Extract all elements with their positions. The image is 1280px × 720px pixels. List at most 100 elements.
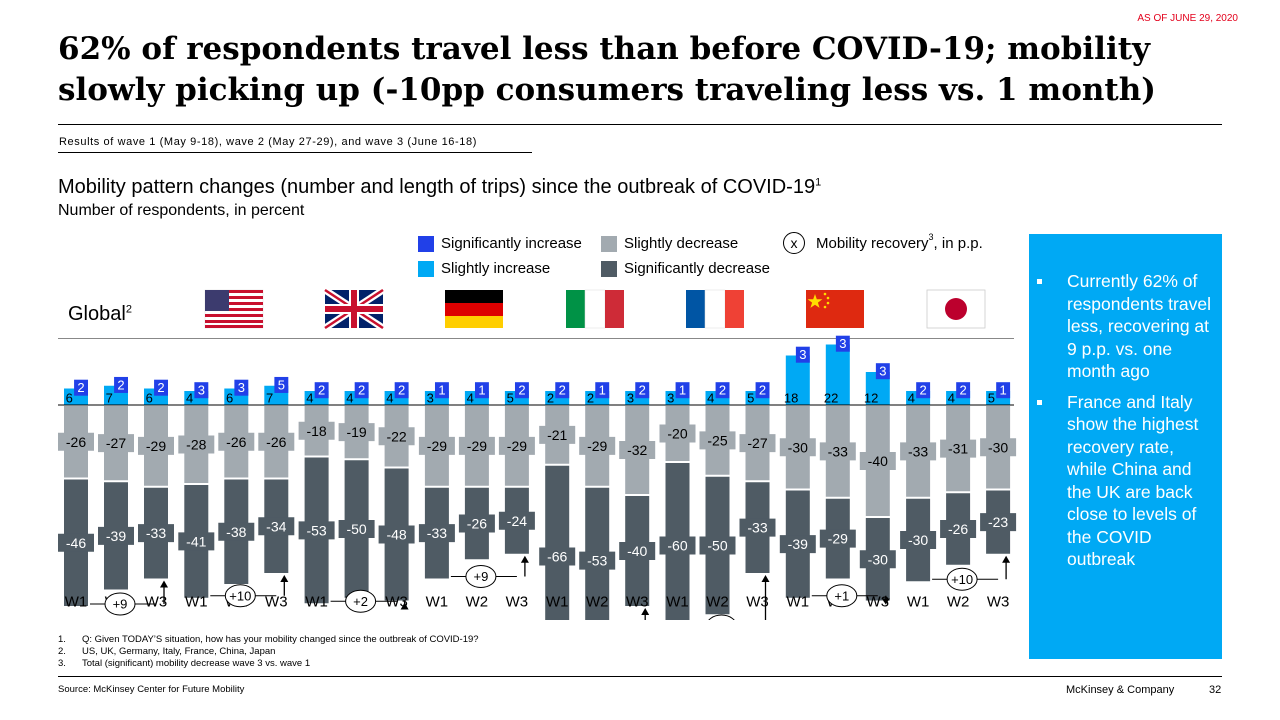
footnote-number: 3. — [58, 658, 66, 669]
value-label-significantly-decrease: -38 — [226, 524, 246, 540]
bar-significantly-increase — [755, 382, 770, 399]
value-label-slightly-decrease: -21 — [547, 427, 567, 443]
value-label-significantly-increase: 2 — [358, 383, 365, 398]
value-label-bg — [138, 524, 174, 543]
value-label-slightly-increase: 5 — [747, 391, 754, 406]
value-label-significantly-increase: 5 — [278, 377, 285, 392]
recovery-circle — [465, 565, 497, 588]
value-label-bg — [418, 524, 455, 543]
value-label-significantly-increase: 2 — [719, 383, 726, 398]
value-label-significantly-decrease: -66 — [547, 549, 567, 565]
recovery-circle — [708, 614, 735, 620]
value-label-slightly-decrease: -26 — [66, 434, 86, 450]
value-label-significantly-decrease: -48 — [386, 527, 406, 543]
value-label-slightly-decrease: -26 — [266, 434, 286, 450]
value-label-significantly-decrease: -50 — [707, 538, 727, 554]
arrow-up-icon — [641, 608, 650, 615]
value-label-slightly-decrease: -30 — [988, 439, 1008, 455]
value-label-slightly-increase: 6 — [146, 391, 153, 406]
value-label-slightly-decrease: -40 — [868, 453, 888, 469]
value-label-bg — [539, 547, 576, 566]
value-label-slightly-decrease: -28 — [186, 437, 206, 453]
value-label-significantly-increase: 2 — [157, 380, 164, 395]
bar-significantly-increase — [234, 379, 249, 396]
value-label-bg — [779, 535, 816, 554]
value-label-slightly-decrease: -22 — [386, 428, 406, 444]
flags-divider — [58, 338, 1014, 339]
value-label-bg — [338, 520, 375, 538]
value-label-bg — [900, 442, 937, 461]
category-label: W2 — [947, 594, 970, 611]
chart-title-text: Mobility pattern changes (number and len… — [58, 176, 816, 198]
value-label-significantly-decrease: -34 — [266, 518, 286, 534]
value-label-bg — [579, 551, 616, 570]
value-label-bg — [298, 521, 335, 540]
value-label-slightly-decrease: -33 — [828, 443, 848, 459]
bullet-icon — [1037, 399, 1042, 405]
value-label-bg — [619, 542, 656, 560]
value-label-slightly-increase: 5 — [988, 391, 995, 406]
category-label: W1 — [305, 594, 328, 611]
value-label-bg — [579, 436, 616, 455]
value-label-slightly-increase: 4 — [467, 391, 474, 406]
value-label-slightly-increase: 4 — [306, 391, 313, 406]
value-label-significantly-decrease: -39 — [106, 528, 126, 544]
legend-recovery-suffix: , in p.p. — [933, 234, 983, 252]
value-label-significantly-decrease: -24 — [507, 513, 527, 529]
legend-slightly-increase: Slightly increase — [418, 260, 550, 277]
value-label-bg — [659, 424, 696, 443]
legend-mobility-recovery: x Mobility recovery 3, in p.p. — [783, 232, 983, 254]
value-label-bg — [218, 432, 255, 451]
bar-significantly-increase — [996, 382, 1011, 399]
value-label-slightly-increase: 5 — [507, 391, 514, 406]
value-label-bg — [819, 442, 856, 461]
bar-significantly-increase — [274, 376, 289, 393]
recovery-circle — [104, 592, 136, 616]
bar-significantly-increase — [474, 382, 489, 399]
value-label-bg — [458, 436, 495, 455]
value-label-bg — [940, 439, 977, 458]
france-flag-icon — [686, 289, 744, 329]
value-label-bg — [739, 434, 776, 453]
value-label-bg — [900, 531, 937, 549]
value-label-significantly-increase: 3 — [799, 347, 806, 362]
value-label-significantly-increase: 1 — [1000, 383, 1007, 398]
bar-slightly-increase — [785, 355, 810, 405]
value-label-significantly-increase: 3 — [198, 383, 205, 398]
value-label-significantly-increase: 2 — [759, 383, 766, 398]
value-label-slightly-decrease: -33 — [908, 443, 928, 459]
value-label-bg — [859, 452, 896, 470]
value-label-significantly-increase: 2 — [559, 383, 566, 398]
arrow-up-icon — [280, 575, 289, 582]
value-label-significantly-increase: 2 — [117, 377, 124, 392]
value-label-slightly-increase: 6 — [66, 391, 73, 406]
key-insights-panel: Currently 62% of respondents travel less… — [1029, 234, 1222, 659]
value-label-bg — [699, 431, 736, 450]
category-label: W2 — [706, 594, 729, 611]
value-label-bg — [58, 432, 94, 451]
value-label-slightly-decrease: -29 — [146, 438, 166, 454]
recovery-label: +10 — [229, 588, 251, 603]
category-label: W3 — [626, 594, 649, 611]
value-label-bg — [539, 425, 576, 444]
value-label-slightly-increase: 4 — [948, 391, 955, 406]
italy-flag-icon — [566, 289, 624, 329]
value-label-slightly-decrease: -27 — [747, 435, 767, 451]
legend-significantly-decrease: Significantly decrease — [601, 260, 770, 277]
value-label-significantly-increase: 2 — [518, 383, 525, 398]
value-label-slightly-increase: 2 — [587, 391, 594, 406]
bar-significantly-increase — [795, 346, 810, 363]
page-number: 32 — [1209, 684, 1222, 696]
legend-label-significantly-decrease: Significantly decrease — [624, 260, 770, 277]
value-label-slightly-increase: 6 — [226, 391, 233, 406]
bar-significantly-increase — [715, 382, 730, 399]
footnote: 3. Total (significant) mobility decrease … — [58, 658, 479, 670]
value-label-slightly-increase: 4 — [346, 391, 353, 406]
bar-significantly-decrease — [545, 465, 570, 620]
legend-recovery-footnote-ref: 3 — [928, 232, 934, 242]
value-label-bg — [458, 514, 495, 533]
value-label-bg — [98, 434, 134, 453]
page-title: 62% of respondents travel less than befo… — [58, 31, 1156, 108]
japan-flag-icon — [926, 289, 986, 329]
